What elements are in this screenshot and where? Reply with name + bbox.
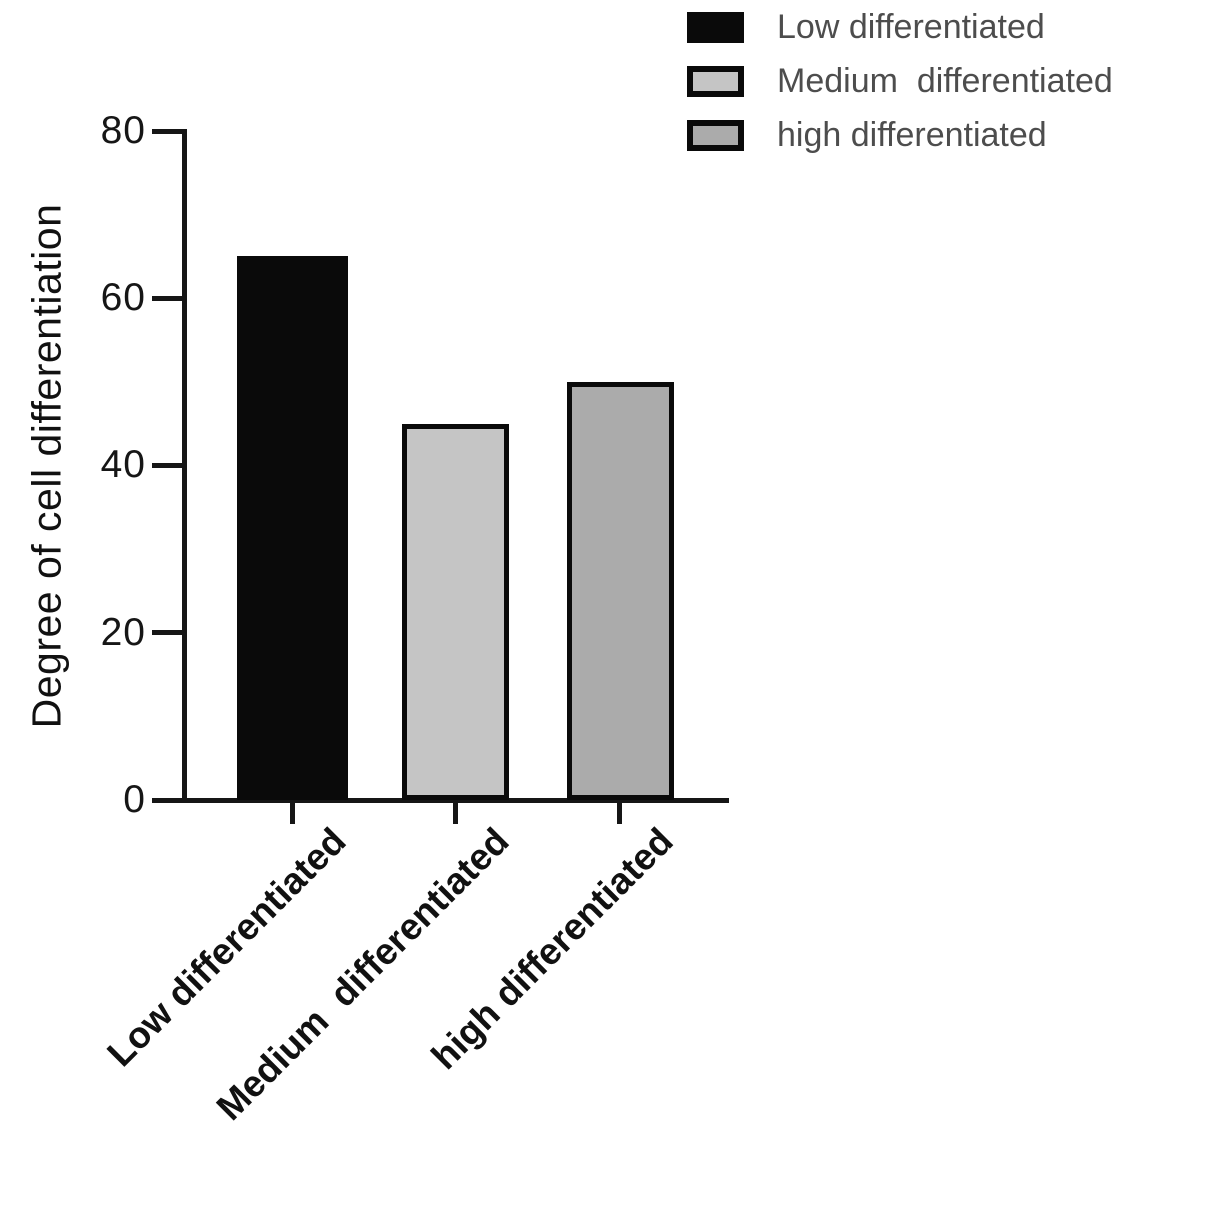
y-tick-40 — [152, 463, 182, 468]
legend-label: Medium differentiated — [777, 62, 1113, 100]
legend-item-high-differentiated: high differentiated — [687, 116, 1113, 154]
legend-item-medium-differentiated: Medium differentiated — [687, 62, 1113, 100]
legend-label: Low differentiated — [777, 8, 1045, 46]
x-tick-medium-differentiated — [453, 803, 458, 824]
bar-low-differentiated — [237, 256, 348, 800]
x-tick-low-differentiated — [290, 803, 295, 824]
bar-high-differentiated — [567, 382, 674, 800]
y-tick-label-80: 80 — [100, 109, 146, 152]
legend-swatch-medium-differentiated — [687, 66, 744, 97]
bar-medium-differentiated — [402, 424, 509, 800]
y-tick-60 — [152, 296, 182, 301]
y-tick-label-60: 60 — [100, 276, 146, 319]
y-tick-label-0: 0 — [123, 778, 146, 821]
y-tick-20 — [152, 630, 182, 635]
legend-swatch-low-differentiated — [687, 12, 744, 43]
y-tick-label-20: 20 — [100, 611, 146, 654]
y-tick-0 — [152, 798, 182, 803]
legend: Low differentiated Medium differentiated… — [687, 8, 1113, 174]
legend-label: high differentiated — [777, 116, 1047, 154]
x-category-label-medium-differentiated: Medium differentiated — [208, 820, 517, 1129]
y-tick-label-40: 40 — [100, 443, 146, 486]
y-axis-line — [182, 129, 187, 803]
x-axis-line — [182, 798, 729, 803]
legend-item-low-differentiated: Low differentiated — [687, 8, 1113, 46]
y-tick-80 — [152, 129, 182, 134]
x-tick-high-differentiated — [617, 803, 622, 824]
legend-swatch-high-differentiated — [687, 120, 744, 151]
